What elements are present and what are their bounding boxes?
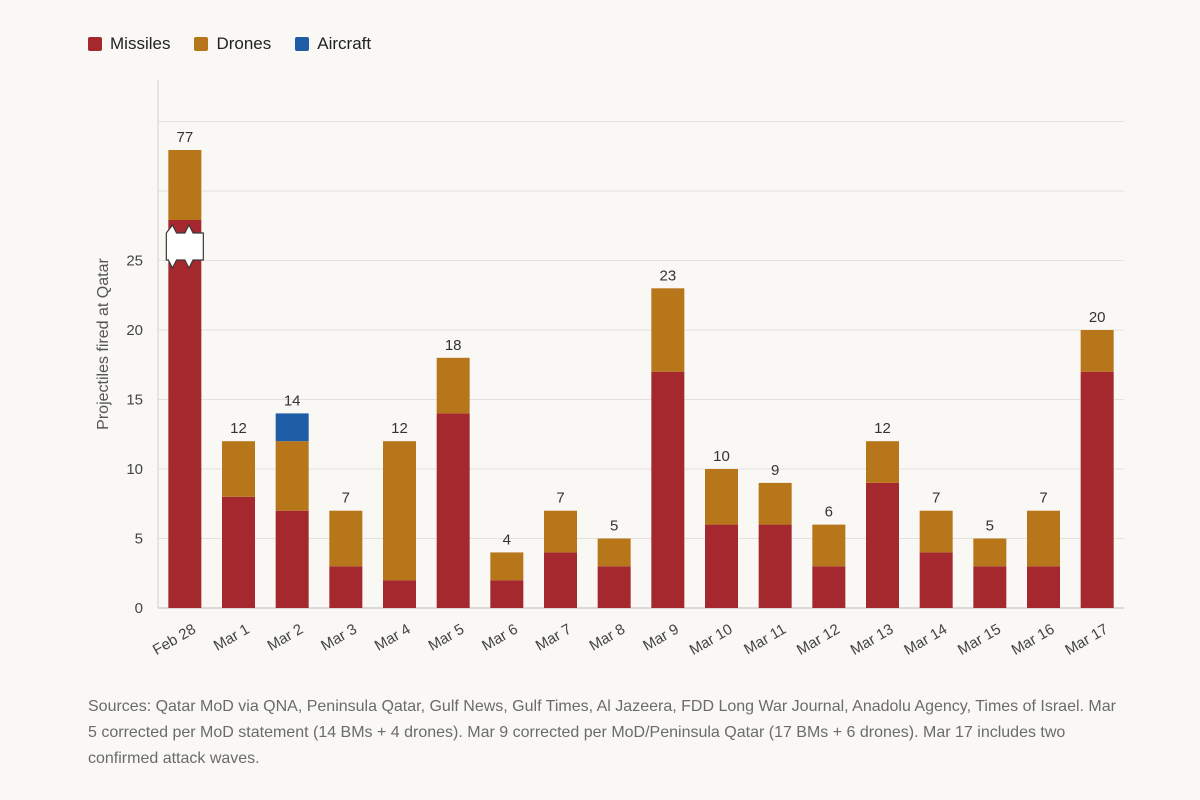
y-tick-label: 10 — [126, 461, 143, 478]
x-tick-label: Mar 11 — [741, 621, 789, 659]
legend-item-drones: Drones — [194, 34, 271, 54]
bar-segment-drones — [222, 441, 255, 497]
bar-total-label: 10 — [713, 448, 730, 465]
bar-total-label: 20 — [1089, 309, 1106, 326]
bar-segment-missiles — [168, 220, 202, 608]
bar-segment-aircraft — [275, 413, 309, 442]
x-tick-label: Mar 17 — [1062, 621, 1111, 659]
bar-segment-drones — [275, 441, 309, 511]
bar-segment-missiles — [1027, 566, 1060, 608]
x-tick-label: Mar 4 — [372, 621, 414, 655]
bar-segment-missiles — [758, 524, 792, 608]
bar-total-label: 9 — [771, 462, 779, 479]
bar-segment-missiles — [651, 371, 685, 608]
x-tick-label: Mar 7 — [533, 621, 575, 655]
x-tick-label: Mar 3 — [318, 621, 360, 655]
bar-segment-drones — [597, 538, 631, 567]
bar-segment-drones — [383, 441, 416, 581]
x-tick-label: Feb 28 — [150, 621, 199, 659]
x-tick-label: Mar 2 — [264, 621, 306, 655]
bar-total-label: 77 — [176, 129, 193, 146]
bar-segment-missiles — [919, 552, 953, 608]
bar-segment-drones — [329, 510, 363, 567]
chart-legend: Missiles Drones Aircraft — [88, 34, 371, 54]
bar-segment-missiles — [436, 413, 470, 608]
bar-segment-drones — [919, 510, 953, 553]
x-tick-label: Mar 15 — [955, 621, 1004, 659]
bar-segment-drones — [490, 552, 524, 581]
legend-swatch-drones — [194, 37, 209, 51]
bar-segment-drones — [1080, 330, 1114, 372]
bar-total-label: 7 — [1039, 490, 1047, 507]
bar-segment-missiles — [973, 566, 1007, 608]
bar-segment-drones — [651, 288, 685, 372]
y-axis-label: Projectiles fired at Qatar — [95, 258, 112, 430]
bar-total-label: 12 — [391, 420, 408, 437]
legend-item-missiles: Missiles — [88, 34, 170, 54]
bar-segment-drones — [973, 538, 1007, 567]
bar-total-label: 6 — [825, 504, 833, 521]
bar-segment-missiles — [329, 566, 363, 608]
y-tick-label: 20 — [126, 322, 143, 339]
bar-total-label: 12 — [230, 420, 247, 437]
x-tick-label: Mar 6 — [479, 621, 521, 655]
legend-swatch-aircraft — [295, 37, 310, 51]
y-tick-label: 5 — [135, 531, 143, 548]
bar-total-label: 23 — [659, 267, 676, 284]
bar-segment-missiles — [544, 552, 577, 608]
bar-total-label: 5 — [610, 518, 618, 535]
bar-segment-drones — [866, 441, 899, 483]
bar-segment-missiles — [1080, 371, 1114, 608]
legend-label-aircraft: Aircraft — [317, 34, 372, 53]
legend-item-aircraft: Aircraft — [295, 34, 371, 54]
bar-total-label: 7 — [342, 490, 350, 507]
bar-total-label: 18 — [445, 337, 462, 354]
legend-label-missiles: Missiles — [110, 34, 171, 53]
bar-segment-drones — [705, 469, 738, 525]
bar-total-label: 7 — [556, 490, 564, 507]
axis-break-marker — [165, 223, 204, 270]
bar-total-label: 4 — [503, 531, 511, 548]
x-tick-label: Mar 9 — [640, 621, 682, 655]
bar-segment-missiles — [705, 524, 738, 608]
bar-total-label: 7 — [932, 490, 940, 507]
bar-segment-missiles — [812, 566, 846, 608]
bar-segment-missiles — [383, 580, 416, 608]
bar-segment-drones — [436, 357, 470, 414]
x-tick-label: Mar 16 — [1009, 621, 1058, 659]
bar-segment-drones — [168, 150, 202, 220]
bar-segment-missiles — [275, 510, 309, 608]
x-tick-label: Mar 5 — [425, 621, 467, 655]
x-tick-label: Mar 13 — [848, 621, 897, 659]
bar-segment-drones — [758, 482, 792, 525]
sources-note: Sources: Qatar MoD via QNA, Peninsula Qa… — [88, 698, 1116, 767]
x-tick-label: Mar 10 — [687, 621, 736, 659]
bar-segment-drones — [544, 510, 577, 553]
x-tick-label: Mar 12 — [794, 621, 843, 659]
bar-segment-drones — [1027, 510, 1060, 567]
x-tick-label: Mar 1 — [211, 621, 253, 655]
x-tick-label: Mar 14 — [901, 621, 950, 659]
bar-segment-missiles — [597, 566, 631, 608]
bar-segment-missiles — [866, 482, 899, 608]
legend-label-drones: Drones — [216, 34, 272, 53]
bar-total-label: 14 — [284, 392, 301, 409]
x-tick-label: Mar 8 — [586, 621, 628, 655]
bar-segment-drones — [812, 524, 846, 567]
y-tick-label: 15 — [126, 392, 143, 409]
bar-total-label: 5 — [986, 518, 994, 535]
bar-segment-missiles — [222, 496, 255, 608]
y-tick-label: 0 — [135, 600, 143, 617]
bar-segment-missiles — [490, 580, 524, 608]
legend-swatch-missiles — [88, 37, 102, 51]
y-tick-label: 25 — [126, 253, 143, 270]
bar-total-label: 12 — [874, 420, 891, 437]
